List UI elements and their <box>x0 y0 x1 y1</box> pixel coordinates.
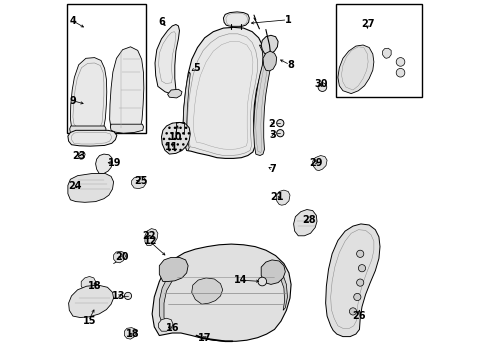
Text: 8: 8 <box>288 60 294 70</box>
Polygon shape <box>159 257 188 282</box>
Text: 29: 29 <box>310 158 323 168</box>
Polygon shape <box>271 262 288 310</box>
Text: 30: 30 <box>315 78 328 89</box>
Polygon shape <box>183 27 264 158</box>
Text: 18: 18 <box>88 281 101 291</box>
Circle shape <box>258 277 267 286</box>
Polygon shape <box>124 328 136 339</box>
Text: 18: 18 <box>126 329 140 339</box>
Circle shape <box>124 292 132 300</box>
Polygon shape <box>294 210 317 236</box>
Text: 16: 16 <box>166 323 179 333</box>
Circle shape <box>277 120 284 127</box>
Circle shape <box>396 58 405 66</box>
Text: 2: 2 <box>269 119 275 129</box>
Text: 13: 13 <box>112 291 125 301</box>
Polygon shape <box>313 156 327 171</box>
Text: 3: 3 <box>270 130 276 140</box>
Polygon shape <box>338 45 374 94</box>
Circle shape <box>354 293 361 301</box>
Circle shape <box>396 68 405 77</box>
Polygon shape <box>326 224 380 337</box>
Text: 1: 1 <box>285 15 292 25</box>
Polygon shape <box>162 122 190 154</box>
Text: 14: 14 <box>234 275 247 285</box>
Circle shape <box>357 279 364 286</box>
Text: 21: 21 <box>270 192 283 202</box>
Polygon shape <box>132 176 146 189</box>
Circle shape <box>349 308 357 315</box>
Circle shape <box>318 83 327 91</box>
Polygon shape <box>114 251 125 263</box>
Polygon shape <box>261 260 285 284</box>
Polygon shape <box>71 58 107 131</box>
Polygon shape <box>110 47 144 131</box>
Polygon shape <box>155 24 179 94</box>
Text: 4: 4 <box>70 16 76 26</box>
Text: 10: 10 <box>169 132 183 142</box>
Polygon shape <box>159 318 173 331</box>
Circle shape <box>277 130 284 137</box>
Circle shape <box>358 265 366 272</box>
Polygon shape <box>79 152 85 159</box>
Text: 19: 19 <box>108 158 122 168</box>
Polygon shape <box>168 89 182 98</box>
Polygon shape <box>96 154 113 174</box>
Polygon shape <box>383 48 391 58</box>
Text: 24: 24 <box>68 181 82 192</box>
Text: 22: 22 <box>142 231 155 241</box>
Polygon shape <box>69 285 114 318</box>
Polygon shape <box>159 269 177 326</box>
Polygon shape <box>68 130 117 146</box>
Text: 9: 9 <box>70 96 76 106</box>
Circle shape <box>357 250 364 257</box>
Polygon shape <box>277 190 290 205</box>
Text: 15: 15 <box>83 316 96 326</box>
Text: 12: 12 <box>144 236 157 246</box>
Text: 6: 6 <box>159 17 166 27</box>
Polygon shape <box>81 276 96 291</box>
Text: 20: 20 <box>115 252 129 262</box>
Polygon shape <box>152 244 291 341</box>
Polygon shape <box>70 126 106 135</box>
Text: 26: 26 <box>353 311 366 321</box>
Polygon shape <box>110 124 144 133</box>
Polygon shape <box>263 51 277 71</box>
Bar <box>67 4 146 133</box>
Polygon shape <box>145 229 158 246</box>
Text: 23: 23 <box>72 150 85 161</box>
Text: 11: 11 <box>165 142 178 152</box>
Text: 25: 25 <box>135 176 148 186</box>
Polygon shape <box>68 174 114 202</box>
Polygon shape <box>192 278 222 304</box>
Text: 7: 7 <box>270 164 276 174</box>
Polygon shape <box>183 72 190 150</box>
Text: 28: 28 <box>302 215 316 225</box>
Polygon shape <box>223 12 249 27</box>
Bar <box>336 4 422 97</box>
Text: 27: 27 <box>361 19 375 30</box>
Text: 17: 17 <box>198 333 211 343</box>
Polygon shape <box>261 35 278 54</box>
Polygon shape <box>254 45 271 156</box>
Text: 5: 5 <box>193 63 200 73</box>
